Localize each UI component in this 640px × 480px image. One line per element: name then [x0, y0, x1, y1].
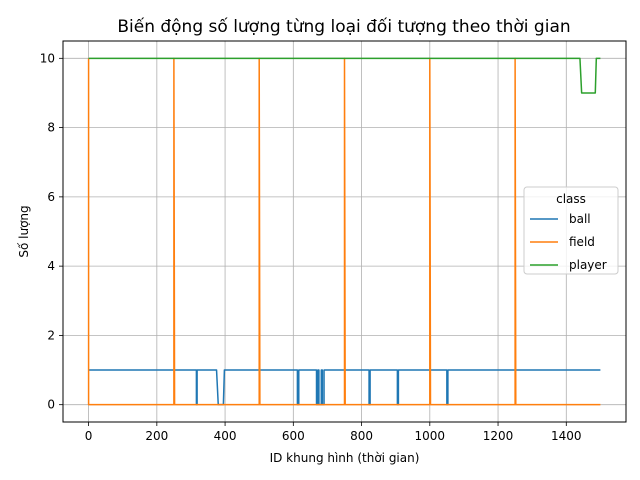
x-tick-label: 1200 — [483, 429, 514, 443]
x-tick-label: 200 — [145, 429, 168, 443]
legend-title: class — [556, 192, 586, 206]
y-tick-label: 2 — [47, 328, 55, 342]
x-tick-label: 600 — [282, 429, 305, 443]
chart-title: Biến động số lượng từng loại đối tượng t… — [117, 16, 570, 37]
legend-label-field: field — [569, 235, 595, 249]
y-tick-label: 0 — [47, 398, 55, 412]
y-tick-label: 4 — [47, 259, 55, 273]
y-tick-label: 6 — [47, 190, 55, 204]
x-tick-label: 800 — [350, 429, 373, 443]
legend-label-player: player — [569, 258, 607, 272]
plot-frame — [62, 40, 627, 423]
axis-ticks: 0 200 400 600 800 1000 1200 1400 0 2 4 6 8 10 — [40, 51, 582, 443]
y-axis-label: Số lượng — [17, 205, 31, 257]
series-line-field — [87, 57, 601, 406]
x-tick-label: 400 — [214, 429, 237, 443]
series-line-player — [88, 57, 601, 94]
x-tick-label: 1000 — [415, 429, 446, 443]
legend-label-ball: ball — [569, 212, 591, 226]
x-tick-label: 1400 — [551, 429, 582, 443]
series-lines — [87, 57, 601, 406]
legend: class ball field player — [523, 186, 619, 275]
x-tick-label: 0 — [85, 429, 93, 443]
y-tick-label: 10 — [40, 51, 55, 65]
x-axis-label: ID khung hình (thời gian) — [270, 451, 420, 465]
y-tick-label: 8 — [47, 121, 55, 135]
legend-box — [523, 186, 619, 275]
